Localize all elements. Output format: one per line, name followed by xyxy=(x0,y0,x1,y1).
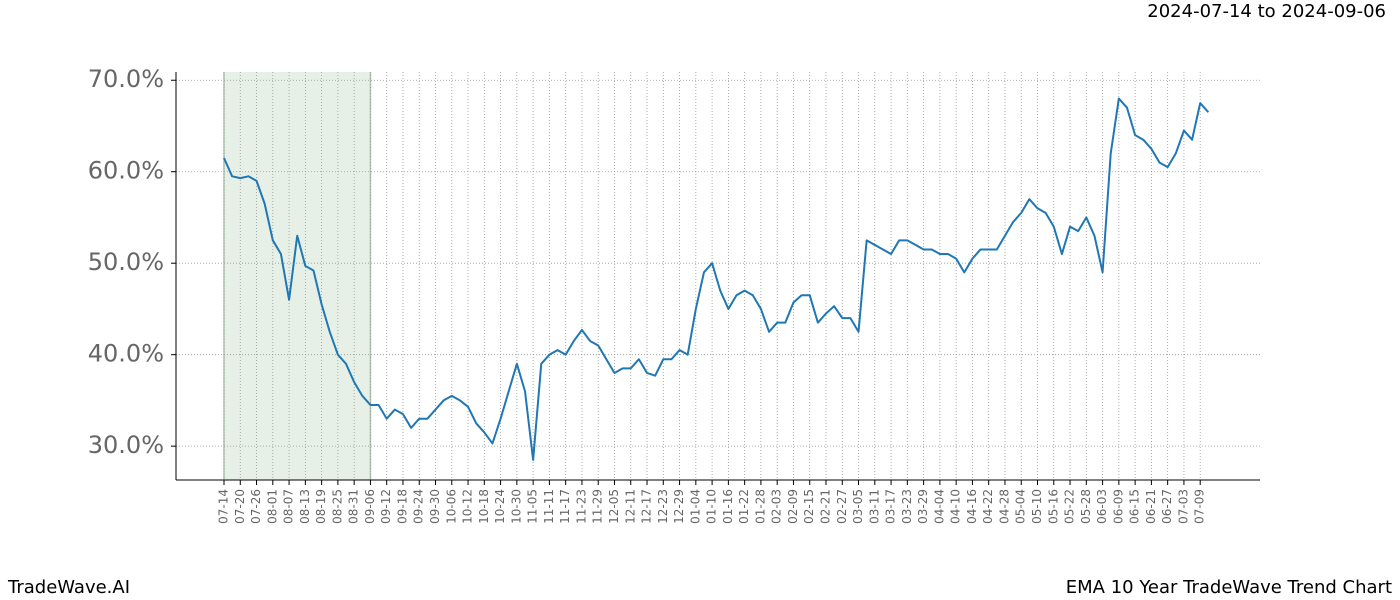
x-tick-label: 02-03 xyxy=(770,489,784,524)
x-tick-label: 07-03 xyxy=(1176,489,1190,524)
x-tick-label: 02-27 xyxy=(835,489,849,524)
x-tick-label: 05-16 xyxy=(1046,489,1060,524)
x-tick-label: 12-17 xyxy=(640,489,654,524)
x-tick-label: 12-05 xyxy=(607,489,621,524)
x-tick-label: 04-04 xyxy=(932,489,946,524)
x-tick-label: 02-21 xyxy=(818,489,832,524)
x-tick-label: 12-23 xyxy=(656,489,670,524)
x-tick-label: 06-15 xyxy=(1128,489,1142,524)
x-tick-label: 03-23 xyxy=(900,489,914,524)
x-tick-label: 04-22 xyxy=(981,489,995,524)
x-tick-label: 07-09 xyxy=(1193,489,1207,524)
x-tick-label: 09-12 xyxy=(379,489,393,524)
x-tick-label: 03-29 xyxy=(916,489,930,524)
x-tick-label: 04-28 xyxy=(997,489,1011,524)
x-tick-label: 12-11 xyxy=(623,489,637,524)
x-tick-label: 07-14 xyxy=(217,489,231,524)
x-tick-label: 03-11 xyxy=(867,489,881,524)
x-tick-label: 11-29 xyxy=(591,489,605,524)
brand: TradeWave.AI xyxy=(7,577,130,598)
x-tick-label: 08-25 xyxy=(330,489,344,524)
date-range: 2024-07-14 to 2024-09-06 xyxy=(1147,1,1386,22)
x-tick-label: 06-03 xyxy=(1095,489,1109,524)
x-tick-label: 01-28 xyxy=(753,489,767,524)
x-tick-label: 03-17 xyxy=(884,489,898,524)
x-tick-label: 09-24 xyxy=(412,489,426,524)
x-tick-label: 02-09 xyxy=(786,489,800,524)
x-tick-label: 08-13 xyxy=(298,489,312,524)
x-tick-label: 07-20 xyxy=(233,489,247,524)
x-tick-label: 01-10 xyxy=(705,489,719,524)
x-tick-label: 12-29 xyxy=(672,489,686,524)
x-tick-label: 01-04 xyxy=(688,489,702,524)
x-tick-label: 09-30 xyxy=(428,489,442,524)
y-tick-label: 40.0% xyxy=(88,340,164,368)
x-tick-label: 10-06 xyxy=(444,489,458,524)
x-tick-label: 02-15 xyxy=(802,489,816,524)
y-tick-label: 70.0% xyxy=(88,65,164,93)
x-tick-label: 09-18 xyxy=(395,489,409,524)
x-tick-label: 11-23 xyxy=(574,489,588,524)
x-tick-label: 09-06 xyxy=(363,489,377,524)
x-tick-label: 06-21 xyxy=(1144,489,1158,524)
x-tick-label: 04-10 xyxy=(949,489,963,524)
x-tick-label: 01-16 xyxy=(721,489,735,524)
x-tick-label: 03-05 xyxy=(851,489,865,524)
x-tick-label: 10-24 xyxy=(493,489,507,524)
y-tick-label: 50.0% xyxy=(88,248,164,276)
highlight-band xyxy=(224,72,371,480)
x-tick-label: 10-12 xyxy=(461,489,475,524)
x-tick-label: 08-19 xyxy=(314,489,328,524)
x-tick-label: 05-22 xyxy=(1063,489,1077,524)
x-tick-label: 11-05 xyxy=(526,489,540,524)
x-tick-label: 11-11 xyxy=(542,489,556,524)
y-tick-label: 30.0% xyxy=(88,431,164,459)
x-tick-label: 10-30 xyxy=(509,489,523,524)
x-tick-label: 08-07 xyxy=(282,489,296,524)
x-tick-label: 05-10 xyxy=(1030,489,1044,524)
x-tick-label: 10-18 xyxy=(477,489,491,524)
x-tick-label: 01-22 xyxy=(737,489,751,524)
x-tick-label: 06-09 xyxy=(1111,489,1125,524)
y-tick-label: 60.0% xyxy=(88,157,164,185)
x-tick-label: 08-01 xyxy=(265,489,279,524)
x-tick-label: 07-26 xyxy=(249,489,263,524)
chart-name: EMA 10 Year TradeWave Trend Chart xyxy=(1066,577,1392,598)
line xyxy=(223,97,1210,461)
x-tick-label: 05-04 xyxy=(1014,489,1028,524)
x-tick-label: 11-17 xyxy=(558,489,572,524)
x-tick-label: 04-16 xyxy=(965,489,979,524)
x-tick-label: 06-27 xyxy=(1160,489,1174,524)
x-tick-label: 08-31 xyxy=(347,489,361,524)
x-tick-label: 05-28 xyxy=(1079,489,1093,524)
